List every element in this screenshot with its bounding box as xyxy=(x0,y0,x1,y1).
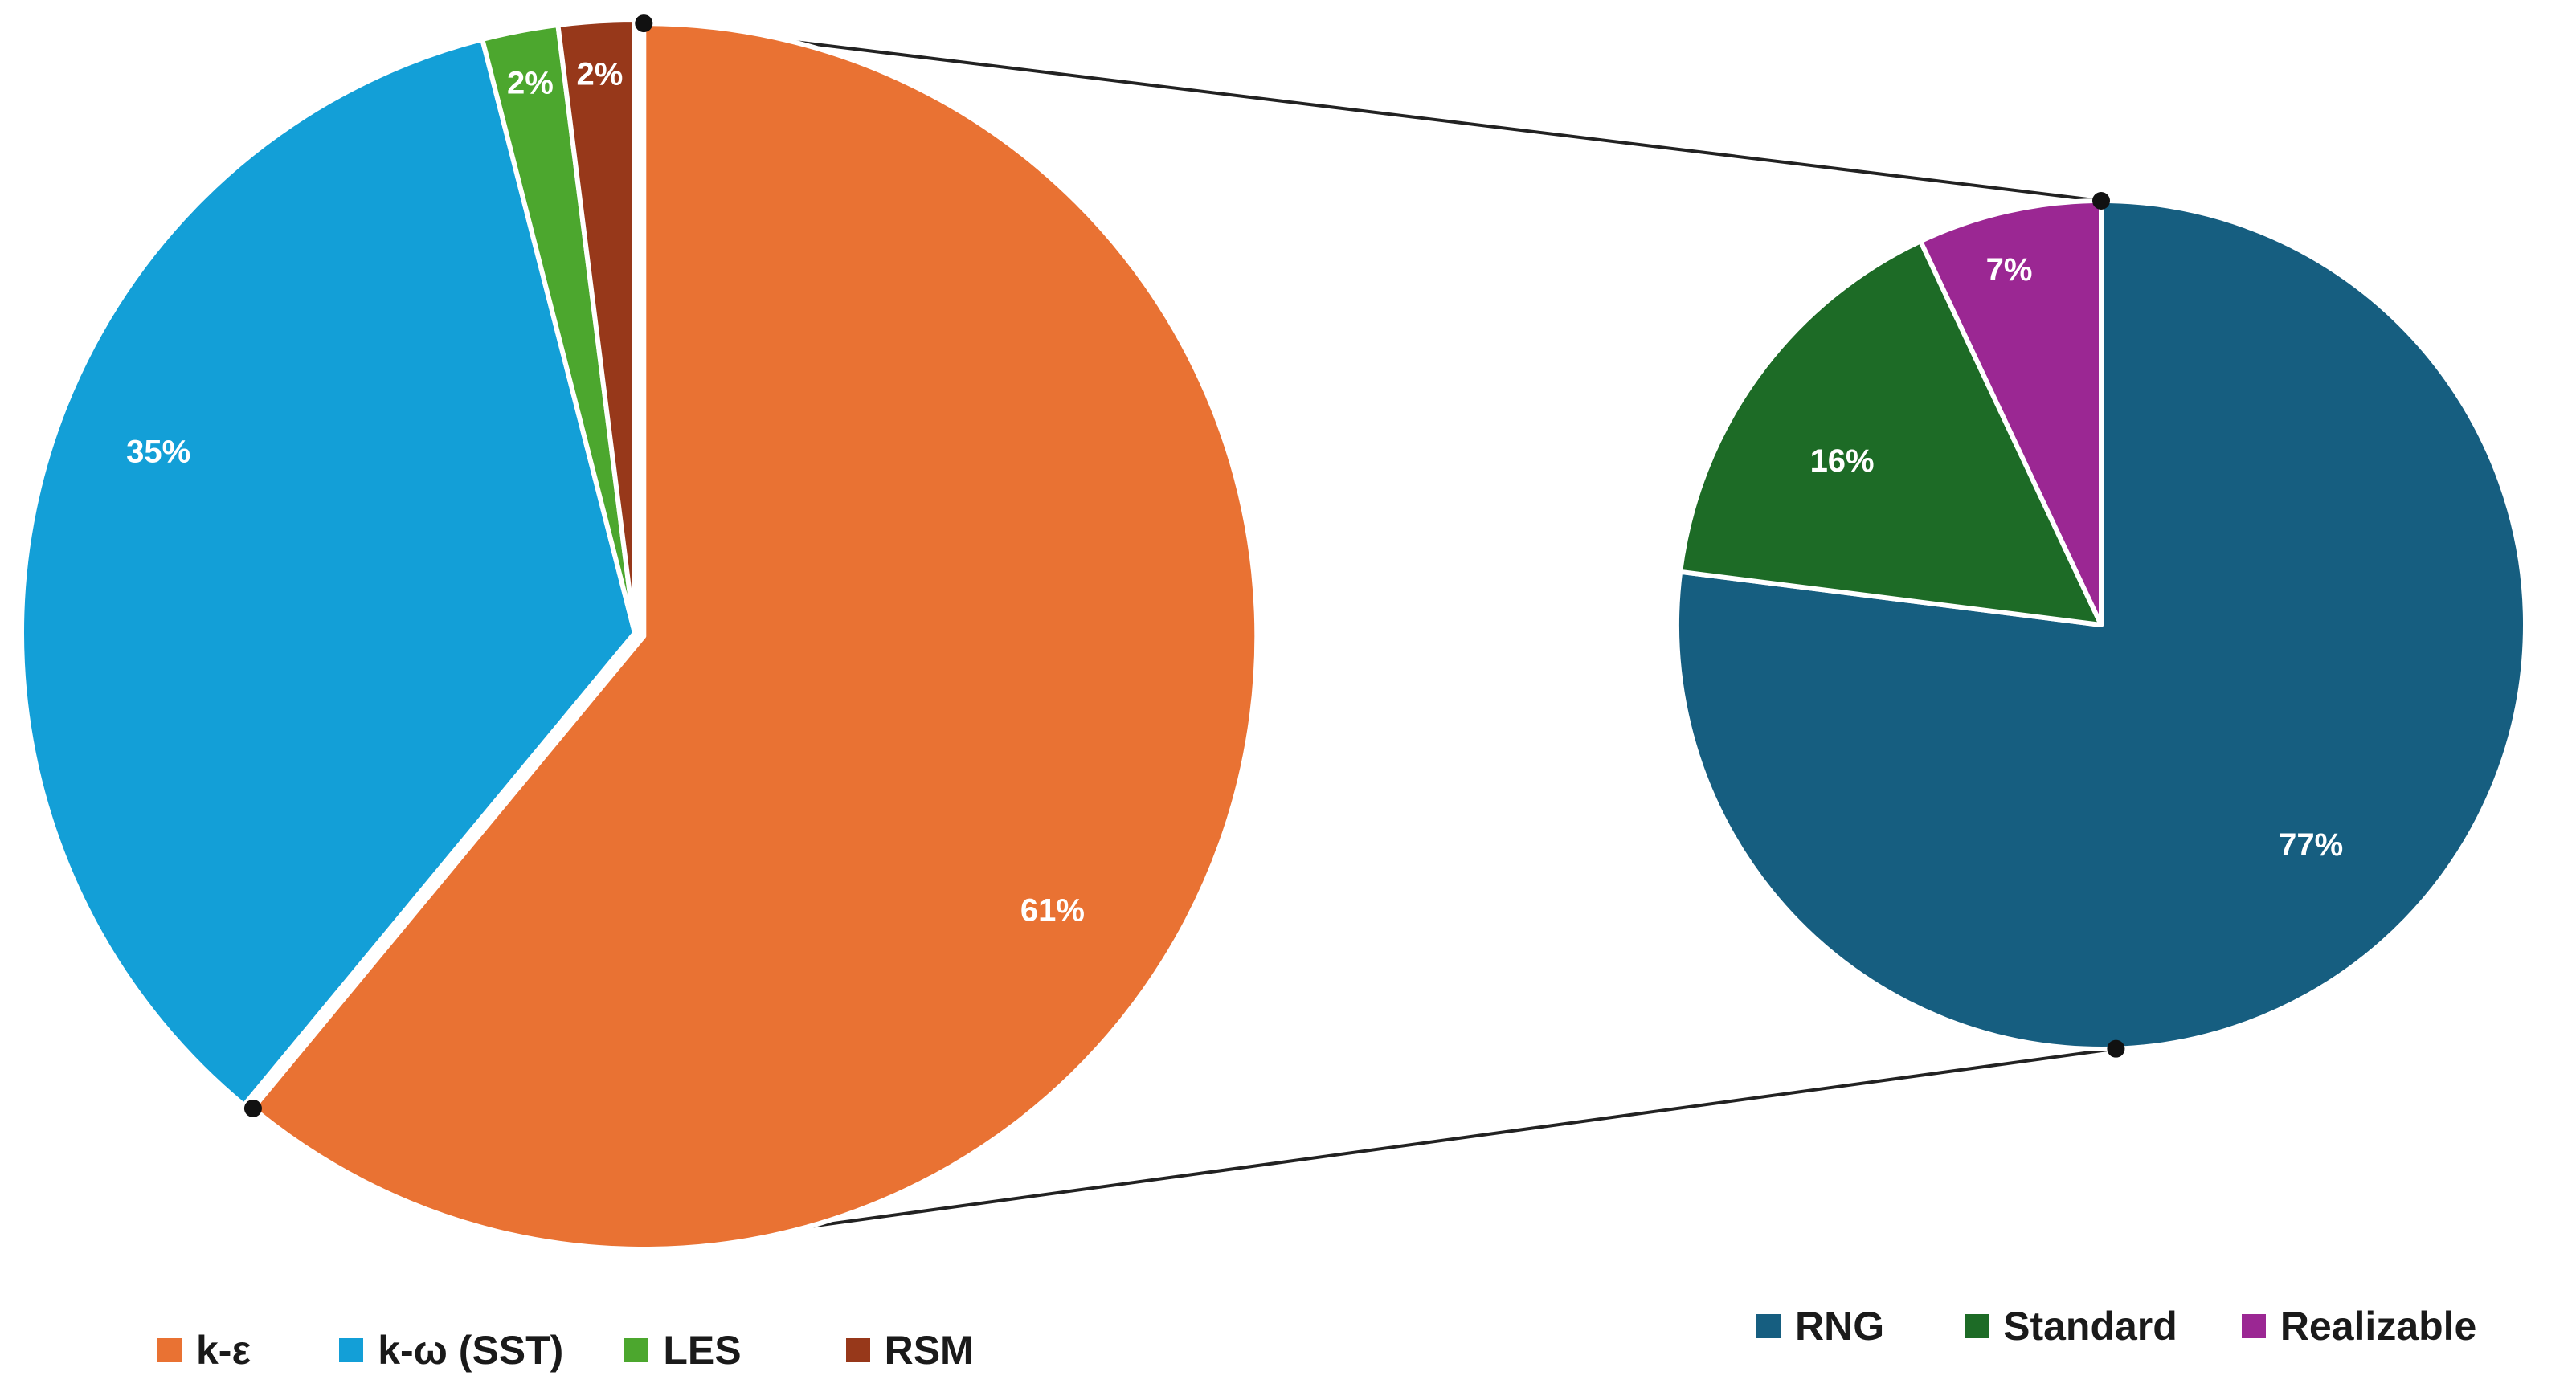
legend-item-rng: RNG xyxy=(1756,1303,1884,1349)
connector-line-bottom xyxy=(644,1047,2116,1251)
legend-item-rsm: RSM xyxy=(845,1327,974,1374)
legend-swatch xyxy=(2241,1314,2266,1338)
legend-item-realizable: Realizable xyxy=(2241,1303,2477,1349)
main-pie-legend: k-ε k-ω (SST) LES RSM xyxy=(157,1327,974,1374)
slice-k xyxy=(250,21,1260,1252)
legend-label: Standard xyxy=(2003,1304,2177,1349)
data-label-les: 2% xyxy=(507,66,554,101)
data-label-rng: 77% xyxy=(2279,827,2343,863)
legend-item-k: k-ε xyxy=(157,1327,251,1374)
legend-label: k-ε xyxy=(196,1328,251,1373)
legend-label: RNG xyxy=(1795,1304,1885,1349)
legend-item-k-sst: k-ω (SST) xyxy=(339,1327,563,1374)
data-label-k: 61% xyxy=(1020,893,1085,929)
legend-item-les: LES xyxy=(624,1327,742,1374)
breakdown-pie-legend: RNG Standard Realizable xyxy=(1756,1303,2476,1349)
data-label-rsm: 2% xyxy=(576,57,623,92)
breakdown-pie: 77% 16% 7% xyxy=(1674,198,2528,1051)
legend-label: RSM xyxy=(884,1328,974,1373)
main-pie: 61% 35% 2% 2% xyxy=(19,18,1260,1252)
connector-dot xyxy=(635,14,653,33)
legend-swatch xyxy=(1965,1314,1989,1338)
connector-dot xyxy=(243,1099,262,1117)
legend-swatch xyxy=(624,1338,649,1362)
data-label-realizable: 7% xyxy=(1986,252,2033,288)
slice-k-sst xyxy=(19,36,637,1108)
legend-swatch xyxy=(845,1338,870,1362)
legend-swatch xyxy=(157,1338,182,1362)
slice-standard xyxy=(1678,239,2104,627)
slice-rsm xyxy=(555,18,637,635)
connector-dot xyxy=(2107,1039,2125,1058)
legend-swatch xyxy=(1756,1314,1781,1338)
connector-line-top xyxy=(644,22,2102,202)
connector-dot xyxy=(2092,192,2110,210)
legend-swatch xyxy=(339,1338,364,1362)
legend-label: Realizable xyxy=(2280,1304,2477,1349)
connector-endpoints xyxy=(243,14,2125,1117)
legend-label: k-ω (SST) xyxy=(378,1328,564,1373)
data-label-k-sst: 35% xyxy=(126,435,190,470)
legend-label: LES xyxy=(663,1328,742,1373)
slice-realizable xyxy=(1918,198,2104,627)
data-label-standard: 16% xyxy=(1810,443,1875,479)
legend-item-standard: Standard xyxy=(1965,1303,2177,1349)
